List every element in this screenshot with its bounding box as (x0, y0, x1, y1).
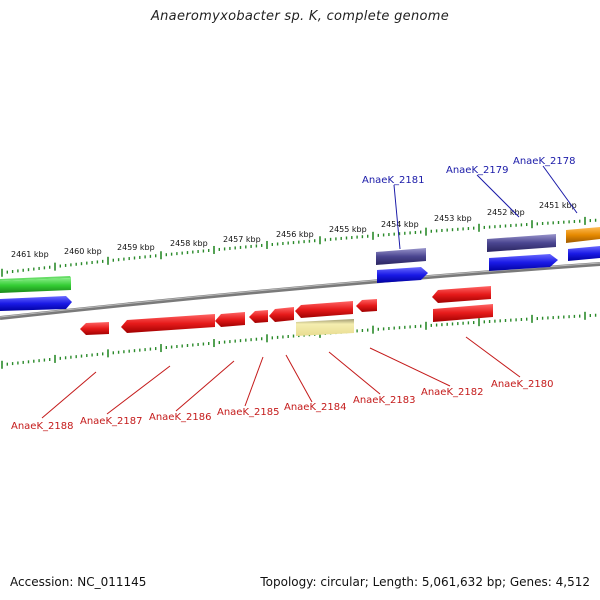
gene-purple-2179 (487, 234, 556, 252)
genome-backbone (0, 262, 600, 320)
map-title: Anaeromyxobacter sp. K, complete genome (150, 9, 450, 24)
gene-blue-edge (568, 246, 600, 261)
gene-red-2185 (249, 310, 268, 323)
gene-blue-2181b (377, 267, 428, 283)
top-gene-labels: AnaeK_2181 AnaeK_2179 AnaeK_2178 (362, 156, 575, 186)
gene-red-2184 (295, 301, 353, 318)
scale-label: 2460 kbp (64, 247, 102, 256)
bottom-gene-labels: AnaeK_2188 AnaeK_2187 AnaeK_2186 AnaeK_2… (11, 379, 553, 432)
scale-label: 2452 kbp (487, 208, 525, 217)
gene-label[interactable]: AnaeK_2180 (491, 379, 553, 390)
top-label-connectors (393, 165, 578, 250)
gene-green-top (0, 276, 71, 281)
gene-blue-2179b (489, 254, 558, 271)
accession-text: Accession: NC_011145 (10, 575, 147, 589)
gene-orange-2178 (566, 227, 600, 243)
scale-label: 2461 kbp (11, 250, 49, 259)
gene-label[interactable]: AnaeK_2185 (217, 407, 279, 418)
scale-ticks-top (1, 216, 597, 277)
scale-labels: 2461 kbp 2460 kbp 2459 kbp 2458 kbp 2457… (11, 201, 577, 259)
gene-purple-2181 (376, 248, 426, 265)
reverse-genes (80, 286, 493, 336)
gene-label[interactable]: AnaeK_2188 (11, 421, 73, 432)
gene-green (0, 278, 71, 293)
scale-label: 2457 kbp (223, 235, 261, 244)
gene-label[interactable]: AnaeK_2182 (421, 387, 483, 398)
scale-label: 2453 kbp (434, 214, 472, 223)
gene-blue (0, 296, 72, 311)
scale-label: 2459 kbp (117, 243, 155, 252)
gene-red-2186 (215, 312, 245, 327)
gene-red-2188 (80, 322, 109, 335)
gene-red-2185b (269, 307, 294, 322)
genome-summary-text: Topology: circular; Length: 5,061,632 bp… (260, 575, 590, 589)
gene-label[interactable]: AnaeK_2179 (446, 165, 508, 176)
scale-label: 2455 kbp (329, 225, 367, 234)
gene-red-2183b (356, 299, 377, 312)
gene-label[interactable]: AnaeK_2186 (149, 412, 211, 423)
forward-genes (0, 227, 600, 311)
gene-label[interactable]: AnaeK_2187 (80, 416, 142, 427)
scale-label: 2451 kbp (539, 201, 577, 210)
scale-label: 2456 kbp (276, 230, 314, 239)
gene-label[interactable]: AnaeK_2178 (513, 156, 575, 167)
gene-yellow-2183 (296, 319, 354, 336)
bottom-label-connectors (41, 336, 521, 419)
scale-ticks-bottom (1, 311, 597, 369)
gene-red-2180 (433, 304, 493, 322)
gene-red-2182 (432, 286, 491, 303)
scale-label: 2454 kbp (381, 220, 419, 229)
scale-label: 2458 kbp (170, 239, 208, 248)
gene-label[interactable]: AnaeK_2181 (362, 175, 424, 186)
gene-red-2187 (121, 314, 215, 333)
gene-label[interactable]: AnaeK_2184 (284, 402, 346, 413)
gene-label[interactable]: AnaeK_2183 (353, 395, 415, 406)
